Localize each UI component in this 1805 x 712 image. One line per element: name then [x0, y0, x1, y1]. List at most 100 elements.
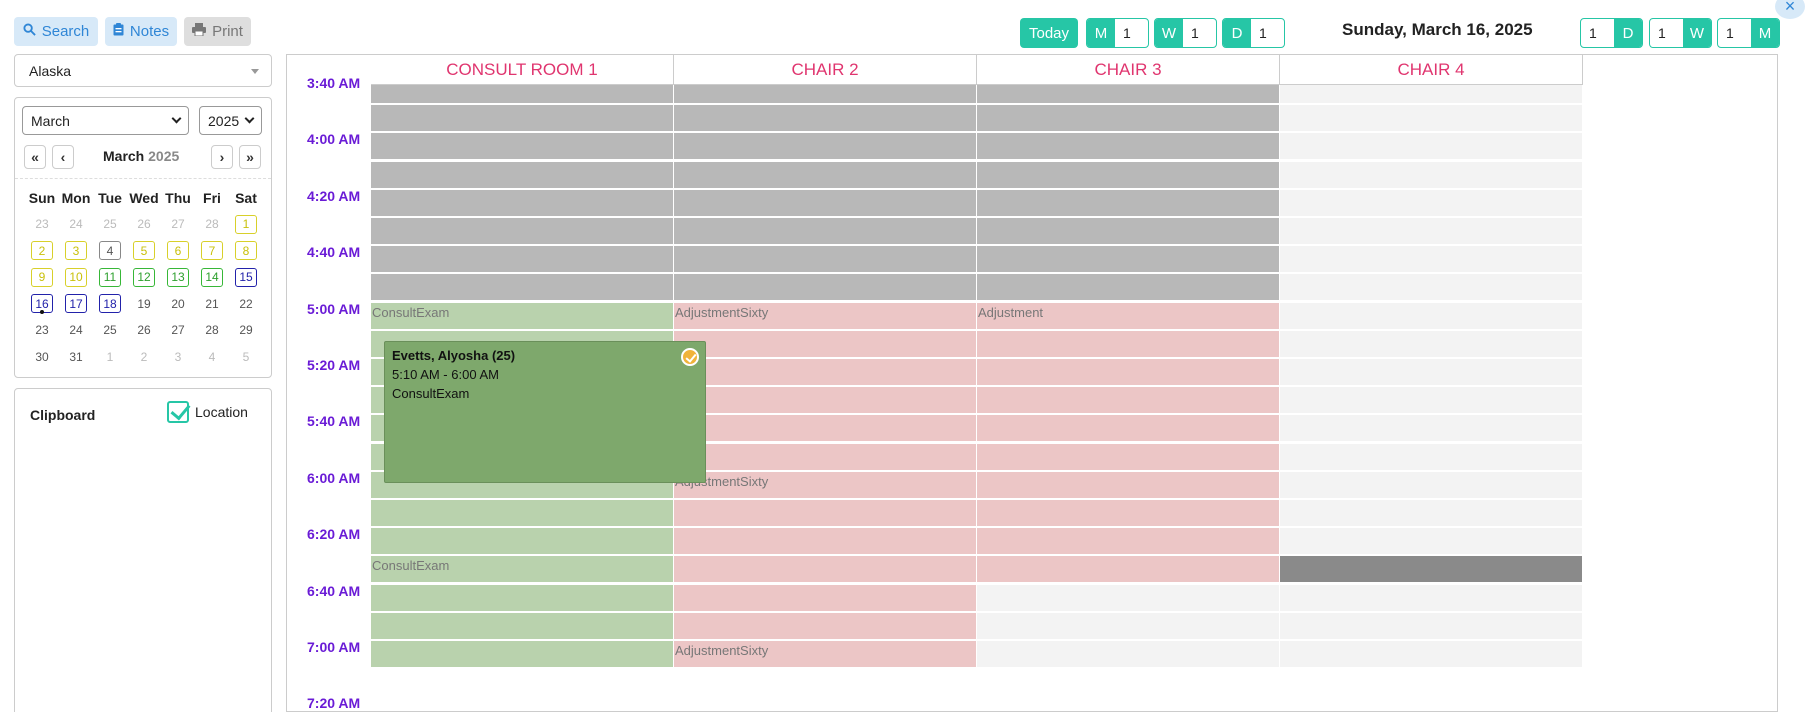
- week-stepper-left[interactable]: W 1: [1154, 18, 1217, 48]
- time-slot[interactable]: [1280, 133, 1582, 160]
- calendar-day[interactable]: 24: [59, 317, 93, 344]
- calendar-day[interactable]: 31: [59, 344, 93, 371]
- calendar-day[interactable]: 25: [93, 211, 127, 238]
- time-slot[interactable]: [977, 105, 1279, 132]
- calendar-day[interactable]: 6: [161, 238, 195, 265]
- day-stepper-right[interactable]: D 1: [1580, 18, 1643, 48]
- stepper-value[interactable]: 1: [1123, 25, 1131, 41]
- time-slot[interactable]: [674, 528, 976, 555]
- month-select[interactable]: March: [22, 106, 189, 135]
- time-slot[interactable]: [977, 246, 1279, 273]
- time-slot[interactable]: [371, 218, 673, 244]
- time-slot[interactable]: [371, 584, 673, 611]
- time-slot[interactable]: [977, 189, 1279, 216]
- checkbox-checked-icon[interactable]: [167, 401, 189, 423]
- calendar-day[interactable]: 15: [229, 264, 263, 291]
- location-select[interactable]: Alaska: [14, 54, 272, 87]
- time-slot[interactable]: [674, 584, 976, 611]
- time-slot[interactable]: [1280, 359, 1582, 385]
- time-slot[interactable]: [1280, 274, 1582, 301]
- time-slot[interactable]: [1280, 161, 1582, 188]
- time-slot[interactable]: [977, 556, 1279, 583]
- time-slot[interactable]: [1280, 218, 1582, 244]
- time-slot[interactable]: [1280, 415, 1582, 442]
- time-slot[interactable]: [371, 105, 673, 132]
- time-slot[interactable]: [674, 500, 976, 526]
- calendar-day[interactable]: 4: [93, 238, 127, 265]
- time-slot[interactable]: [674, 612, 976, 639]
- close-icon[interactable]: ×: [1775, 0, 1805, 19]
- time-slot[interactable]: [1280, 105, 1582, 132]
- time-slot[interactable]: [1280, 612, 1582, 639]
- time-slot[interactable]: [977, 359, 1279, 385]
- week-stepper-right[interactable]: W 1: [1649, 18, 1712, 48]
- calendar-day[interactable]: 10: [59, 264, 93, 291]
- time-slot[interactable]: [977, 528, 1279, 555]
- calendar-day[interactable]: 25: [93, 317, 127, 344]
- prev-month-button[interactable]: ‹: [52, 145, 74, 169]
- time-slot[interactable]: [371, 302, 673, 329]
- calendar-day[interactable]: 3: [161, 344, 195, 371]
- calendar-day[interactable]: 17: [59, 291, 93, 318]
- time-slot[interactable]: [977, 274, 1279, 301]
- calendar-day[interactable]: 29: [229, 317, 263, 344]
- time-slot[interactable]: [371, 133, 673, 160]
- time-slot[interactable]: [674, 161, 976, 188]
- time-slot[interactable]: [1280, 387, 1582, 414]
- time-slot[interactable]: [371, 641, 673, 667]
- time-slot[interactable]: [1280, 641, 1582, 667]
- calendar-day[interactable]: 26: [127, 211, 161, 238]
- calendar-day[interactable]: 9: [25, 264, 59, 291]
- time-slot[interactable]: [371, 556, 673, 583]
- calendar-day[interactable]: 7: [195, 238, 229, 265]
- calendar-day[interactable]: 2: [127, 344, 161, 371]
- prev-year-button[interactable]: «: [24, 145, 46, 169]
- calendar-day[interactable]: 27: [161, 211, 195, 238]
- stepper-value[interactable]: 1: [1191, 25, 1199, 41]
- calendar-day[interactable]: 23: [25, 317, 59, 344]
- stepper-value[interactable]: 1: [1259, 25, 1267, 41]
- time-slot[interactable]: [1280, 330, 1582, 357]
- calendar-day[interactable]: 1: [229, 211, 263, 238]
- year-select[interactable]: 2025: [199, 106, 262, 135]
- time-slot[interactable]: [1280, 500, 1582, 526]
- time-slot[interactable]: [674, 471, 976, 498]
- next-month-button[interactable]: ›: [211, 145, 233, 169]
- time-slot[interactable]: [1280, 556, 1582, 583]
- stepper-value[interactable]: 1: [1658, 25, 1666, 41]
- calendar-day[interactable]: 24: [59, 211, 93, 238]
- time-slot[interactable]: [674, 330, 976, 357]
- time-slot[interactable]: [371, 161, 673, 188]
- calendar-day[interactable]: 19: [127, 291, 161, 318]
- notes-button[interactable]: Notes: [105, 17, 177, 46]
- calendar-day[interactable]: 28: [195, 317, 229, 344]
- calendar-day[interactable]: 22: [229, 291, 263, 318]
- stepper-value[interactable]: 1: [1589, 25, 1597, 41]
- calendar-day[interactable]: 16: [25, 291, 59, 318]
- calendar-day[interactable]: 21: [195, 291, 229, 318]
- calendar-day[interactable]: 3: [59, 238, 93, 265]
- calendar-day[interactable]: 13: [161, 264, 195, 291]
- time-slot[interactable]: [977, 641, 1279, 667]
- time-slot[interactable]: [674, 133, 976, 160]
- time-slot[interactable]: [1280, 443, 1582, 470]
- time-slot[interactable]: [977, 584, 1279, 611]
- time-slot[interactable]: [674, 189, 976, 216]
- time-slot[interactable]: [1280, 246, 1582, 273]
- time-slot[interactable]: [371, 500, 673, 526]
- calendar-day[interactable]: 23: [25, 211, 59, 238]
- time-slot[interactable]: [674, 359, 976, 385]
- calendar-day[interactable]: 14: [195, 264, 229, 291]
- day-stepper-left[interactable]: D 1: [1222, 18, 1285, 48]
- time-slot[interactable]: [977, 330, 1279, 357]
- time-slot[interactable]: [674, 415, 976, 442]
- time-slot[interactable]: [1280, 584, 1582, 611]
- time-slot[interactable]: [674, 556, 976, 583]
- calendar-day[interactable]: 12: [127, 264, 161, 291]
- time-slot[interactable]: [371, 528, 673, 555]
- time-slot[interactable]: [371, 189, 673, 216]
- time-slot[interactable]: [1280, 189, 1582, 216]
- calendar-day[interactable]: 30: [25, 344, 59, 371]
- calendar-day[interactable]: 1: [93, 344, 127, 371]
- next-year-button[interactable]: »: [239, 145, 261, 169]
